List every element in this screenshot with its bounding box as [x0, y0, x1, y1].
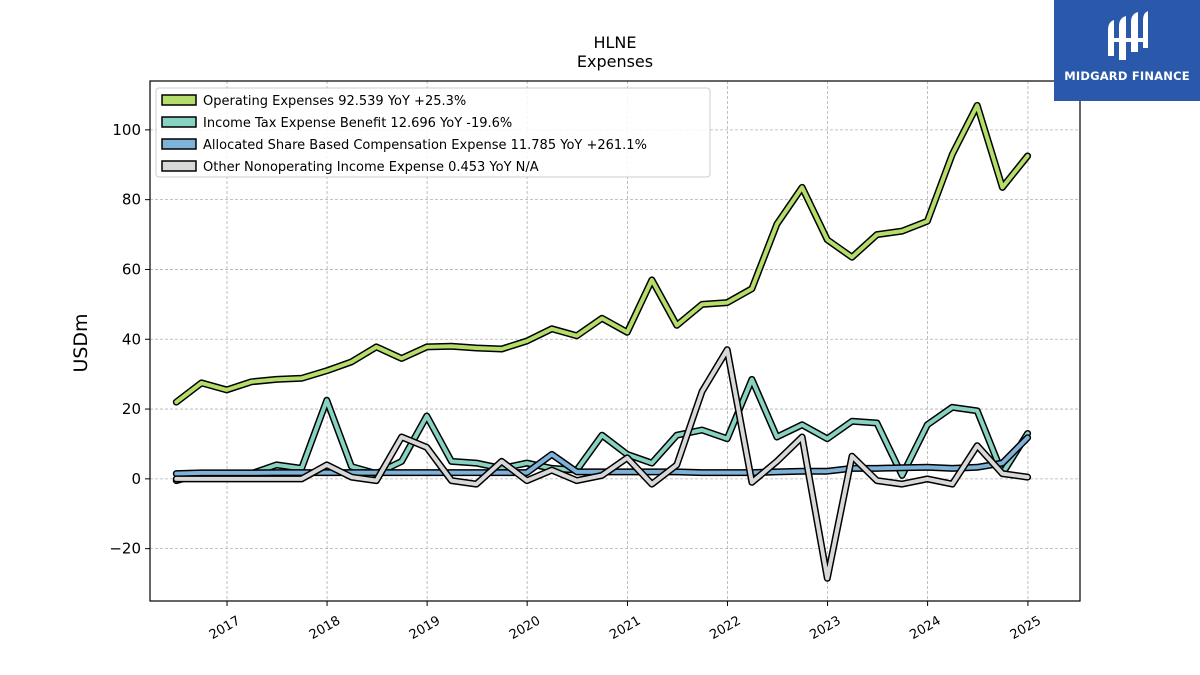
- series-line-1: [172, 375, 1032, 485]
- y-tick-label: −20: [109, 540, 141, 558]
- brand-logo: MIDGARD FINANCE: [1054, 0, 1200, 101]
- legend-label: Allocated Share Based Compensation Expen…: [203, 138, 647, 153]
- x-tick-label: 2023: [807, 613, 843, 643]
- legend-box: [155, 87, 711, 178]
- legend-swatch: [161, 138, 197, 150]
- midgard-logo-icon: [1108, 11, 1148, 60]
- y-tick-label: 40: [122, 330, 141, 348]
- series-stroke: [174, 103, 1030, 405]
- legend-entry: Income Tax Expense Benefit 12.696 YoY -1…: [161, 116, 512, 131]
- x-tick-label: 2017: [207, 613, 243, 643]
- chart-title: HLNE: [593, 33, 636, 52]
- brand-name: MIDGARD FINANCE: [1064, 69, 1190, 83]
- y-axis-label: USDm: [70, 313, 92, 372]
- series-lines: [172, 101, 1032, 582]
- legend-label: Income Tax Expense Benefit 12.696 YoY -1…: [203, 116, 512, 131]
- series-line-0: [172, 101, 1032, 406]
- x-axis: 2017 2018 2019 2020 2021 2022 2023 2024 2025: [207, 601, 1044, 643]
- x-tick-label: 2021: [607, 613, 643, 643]
- legend-label: Operating Expenses 92.539 YoY +25.3%: [203, 94, 466, 109]
- plot-frame: [149, 80, 1081, 602]
- x-tick-label: 2024: [907, 613, 943, 643]
- series-stroke: [174, 347, 1030, 581]
- x-tick-label: 2019: [407, 613, 443, 643]
- series-stroke: [174, 377, 1030, 483]
- x-tick-label: 2022: [707, 613, 743, 643]
- y-tick-label: 0: [131, 470, 141, 488]
- legend-entry: Operating Expenses 92.539 YoY +25.3%: [161, 94, 466, 109]
- x-tick-label: 2020: [507, 613, 543, 643]
- legend-swatch: [161, 160, 197, 172]
- legend-label: Other Nonoperating Income Expense 0.453 …: [203, 160, 539, 175]
- series-line-3: [172, 346, 1032, 582]
- x-tick-label: 2025: [1008, 613, 1044, 643]
- legend-entry: Other Nonoperating Income Expense 0.453 …: [161, 160, 539, 175]
- legend-swatch: [161, 94, 197, 106]
- chart-subtitle: Expenses: [577, 52, 653, 71]
- y-tick-label: 80: [122, 191, 141, 209]
- y-tick-label: 60: [122, 260, 141, 278]
- x-tick-label: 2018: [307, 613, 343, 643]
- y-tick-label: 100: [112, 121, 141, 139]
- legend-entry: Allocated Share Based Compensation Expen…: [161, 138, 647, 153]
- legend-swatch: [161, 116, 197, 128]
- legend: Operating Expenses 92.539 YoY +25.3% Inco…: [155, 87, 711, 178]
- y-tick-label: 20: [122, 400, 141, 418]
- y-axis: −20 0 20 40 60 80 100: [109, 121, 150, 558]
